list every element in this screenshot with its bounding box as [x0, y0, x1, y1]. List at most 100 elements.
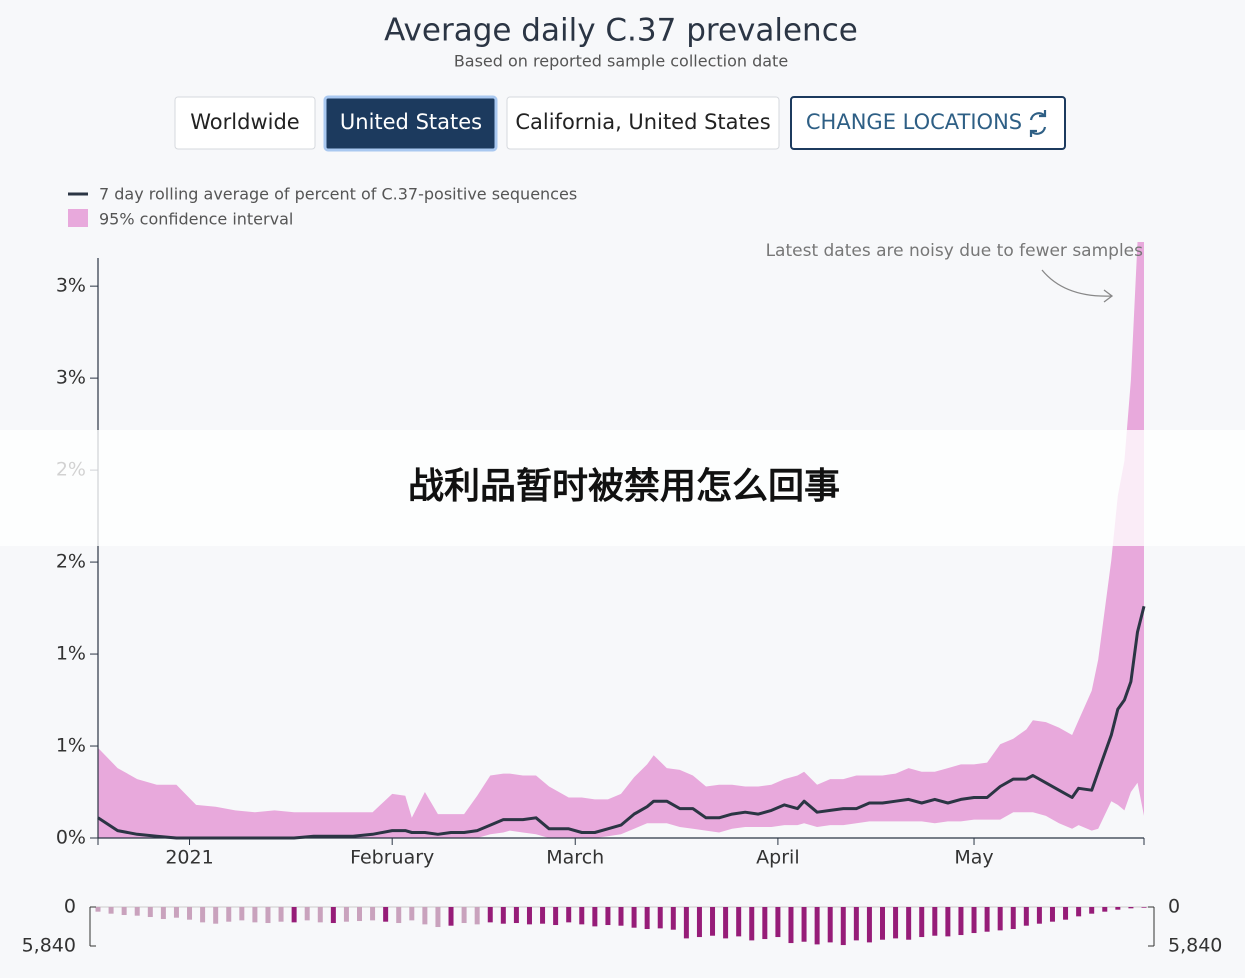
bar: [592, 907, 598, 927]
bar: [853, 907, 859, 941]
button-label[interactable]: CHANGE LOCATIONS: [806, 110, 1022, 134]
bar: [291, 907, 297, 923]
bar: [278, 907, 284, 922]
bar: [435, 907, 441, 928]
bar: [226, 907, 232, 922]
bar: [147, 907, 153, 918]
bar: [801, 907, 807, 942]
chart-subtitle: Based on reported sample collection date: [454, 52, 788, 71]
bar: [553, 907, 559, 926]
button[interactable]: [790, 96, 1066, 150]
bar: [631, 907, 637, 928]
annotation: Latest dates are noisy due to fewer samp…: [766, 241, 1144, 261]
bar: [526, 907, 532, 925]
annotation-arrowhead: [1103, 289, 1114, 303]
legend-band-swatch: [68, 209, 88, 227]
button-label[interactable]: United States: [340, 110, 482, 134]
plot: 0%1%1%2%2%3%3%2021FebruaryMarchAprilMay0…: [22, 242, 1222, 957]
bar: [827, 907, 833, 943]
bar: [383, 907, 389, 922]
bar: [95, 907, 101, 912]
x-tick-label: May: [954, 847, 993, 869]
y-tick-label: 5,840: [1168, 935, 1222, 957]
bar: [906, 907, 912, 940]
bar: [409, 907, 415, 921]
bar: [880, 907, 885, 940]
bar: [775, 907, 781, 938]
y-tick-label: 1%: [56, 643, 86, 665]
annotation-arrow: [1041, 269, 1113, 297]
bar: [1076, 907, 1082, 917]
button[interactable]: [506, 96, 780, 150]
bar: [958, 907, 964, 936]
bar: [160, 907, 166, 920]
bar: [357, 907, 362, 922]
bar: [500, 907, 506, 924]
bar: [945, 907, 951, 937]
bar: [1089, 907, 1095, 914]
bar: [840, 907, 846, 946]
button-label[interactable]: Worldwide: [190, 110, 299, 134]
bar: [252, 907, 258, 923]
bar: [1115, 907, 1121, 910]
bar: [317, 907, 323, 923]
bar: [696, 907, 702, 938]
bar: [657, 907, 663, 929]
refresh-icon[interactable]: [1029, 110, 1047, 137]
legend-label: 7 day rolling average of percent of C.37…: [99, 185, 577, 204]
bar: [710, 907, 716, 936]
line: [97, 605, 1146, 840]
button-label[interactable]: California, United States: [515, 110, 770, 134]
button-active[interactable]: [323, 95, 498, 152]
y-tick-label: 5,840: [22, 935, 76, 957]
bar: [1010, 907, 1016, 930]
bar: [396, 907, 402, 924]
bar: [997, 907, 1003, 931]
bar: [1049, 907, 1055, 922]
bar: [1036, 907, 1042, 924]
y-tick-label: 3%: [56, 275, 86, 297]
bar: [814, 907, 820, 945]
bar: [474, 907, 480, 925]
bar: [984, 907, 990, 932]
bar: [971, 907, 977, 934]
bar: [919, 907, 925, 938]
bar: [566, 907, 572, 923]
bar: [605, 907, 611, 926]
x-tick-label: March: [546, 847, 604, 869]
bar: [187, 907, 193, 920]
bar: [932, 907, 938, 936]
bar: [618, 907, 624, 926]
bar: [239, 907, 245, 921]
bar: [1023, 907, 1029, 926]
bar: [788, 907, 794, 944]
bar: [487, 907, 493, 923]
bar: [1128, 907, 1134, 909]
bar: [723, 907, 729, 939]
button[interactable]: [174, 96, 316, 150]
x-tick-label: April: [756, 847, 799, 869]
bar: [762, 907, 768, 940]
bar: [121, 907, 127, 916]
y-tick-label: 0%: [56, 827, 86, 849]
y-tick-label: 3%: [56, 367, 86, 389]
location-buttons: Worldwide United States California, Unit…: [174, 95, 1066, 152]
bar: [513, 907, 519, 924]
legend-label: 95% confidence interval: [99, 210, 293, 229]
bar: [1141, 907, 1147, 908]
bar: [749, 907, 755, 941]
bar: [134, 907, 140, 916]
x-tick-label: February: [350, 847, 434, 869]
bar: [422, 907, 428, 925]
bar: [213, 907, 219, 924]
bar: [200, 907, 206, 923]
bar: [370, 907, 376, 921]
overlay-band: [0, 430, 1245, 546]
bar: [866, 907, 872, 943]
x-tick-label: 2021: [165, 847, 213, 869]
y-tick-label: 0: [1168, 896, 1180, 918]
bar: [330, 907, 336, 924]
bar: [670, 907, 676, 930]
bar: [304, 907, 310, 921]
